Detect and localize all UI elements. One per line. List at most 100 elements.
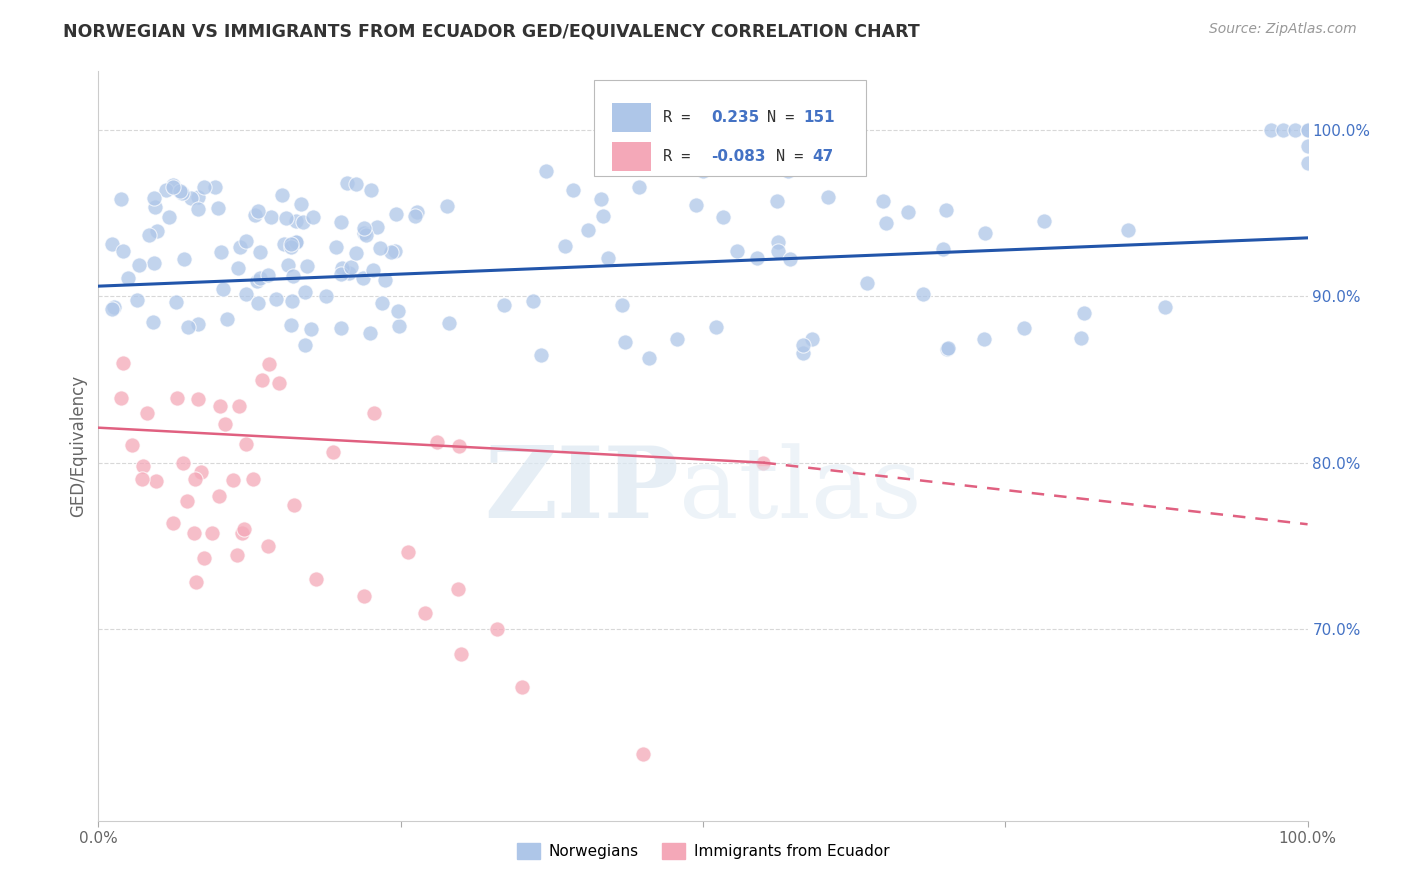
- Point: [177, 320, 200, 334]
- Point: [1032, 213, 1054, 227]
- Point: [143, 191, 166, 205]
- Point: [256, 539, 278, 553]
- Point: [352, 270, 374, 285]
- Point: [329, 267, 352, 281]
- Point: [110, 192, 132, 206]
- Point: [231, 525, 253, 540]
- Point: [183, 526, 205, 541]
- Point: [283, 498, 305, 512]
- Point: [337, 266, 360, 280]
- Point: [208, 489, 231, 503]
- Point: [247, 203, 270, 218]
- Point: [146, 224, 169, 238]
- Point: [101, 237, 124, 252]
- Point: [486, 622, 509, 636]
- Point: [291, 215, 314, 229]
- Point: [305, 572, 328, 586]
- Point: [277, 258, 299, 272]
- Text: NORWEGIAN VS IMMIGRANTS FROM ECUADOR GED/EQUIVALENCY CORRELATION CHART: NORWEGIAN VS IMMIGRANTS FROM ECUADOR GED…: [63, 22, 920, 40]
- Point: [131, 472, 153, 486]
- Point: [492, 298, 515, 312]
- Point: [747, 251, 769, 265]
- Point: [294, 338, 316, 352]
- Point: [576, 223, 599, 237]
- Point: [274, 211, 297, 226]
- Point: [169, 184, 191, 198]
- Text: N =: N =: [776, 149, 803, 164]
- Point: [766, 235, 789, 250]
- Point: [256, 268, 278, 282]
- Point: [270, 188, 292, 202]
- Point: [1073, 306, 1095, 320]
- Point: [875, 216, 897, 230]
- Point: [973, 332, 995, 346]
- Point: [252, 373, 274, 387]
- Point: [228, 400, 250, 414]
- Point: [614, 335, 637, 350]
- Point: [344, 177, 367, 191]
- Point: [280, 318, 302, 332]
- Point: [201, 526, 224, 541]
- Point: [446, 582, 468, 597]
- Point: [155, 183, 177, 197]
- Text: R =: R =: [664, 111, 690, 125]
- Point: [232, 522, 254, 536]
- Point: [872, 194, 894, 208]
- Point: [273, 236, 295, 251]
- Point: [450, 647, 472, 661]
- Point: [259, 357, 281, 371]
- Point: [932, 242, 955, 256]
- Point: [1116, 222, 1139, 236]
- Point: [396, 545, 419, 559]
- Point: [522, 293, 544, 308]
- Point: [207, 201, 229, 215]
- Point: [371, 295, 394, 310]
- Point: [353, 227, 375, 241]
- Point: [561, 183, 583, 197]
- Point: [936, 341, 959, 355]
- Point: [776, 164, 799, 178]
- Point: [162, 178, 184, 192]
- Point: [447, 439, 470, 453]
- Point: [187, 202, 209, 216]
- Point: [165, 295, 187, 310]
- Point: [354, 228, 377, 243]
- Text: Source: ZipAtlas.com: Source: ZipAtlas.com: [1209, 22, 1357, 37]
- Point: [214, 417, 236, 431]
- Text: atlas: atlas: [679, 443, 921, 539]
- Point: [366, 219, 388, 234]
- Point: [145, 474, 167, 488]
- Point: [801, 332, 824, 346]
- Point: [294, 285, 316, 299]
- Y-axis label: GED/Equivalency: GED/Equivalency: [69, 375, 87, 517]
- Point: [209, 245, 232, 260]
- Point: [284, 235, 307, 250]
- Point: [361, 262, 384, 277]
- Point: [637, 351, 659, 365]
- Point: [911, 287, 934, 301]
- Point: [281, 269, 304, 284]
- Point: [1272, 122, 1295, 136]
- Point: [353, 589, 375, 603]
- Point: [589, 192, 612, 206]
- Point: [246, 274, 269, 288]
- Point: [792, 346, 814, 360]
- Point: [187, 317, 209, 331]
- Point: [510, 681, 533, 695]
- Point: [246, 295, 269, 310]
- Point: [280, 240, 302, 254]
- Point: [436, 199, 458, 213]
- Point: [173, 252, 195, 267]
- Point: [162, 516, 184, 530]
- Point: [598, 251, 620, 265]
- Text: 47: 47: [811, 149, 834, 164]
- Text: 151: 151: [803, 111, 835, 125]
- Point: [295, 259, 318, 273]
- Point: [1260, 122, 1282, 136]
- Point: [627, 180, 650, 194]
- Point: [1296, 139, 1319, 153]
- Point: [125, 293, 148, 307]
- Point: [387, 304, 409, 318]
- Point: [1296, 122, 1319, 136]
- Point: [135, 406, 157, 420]
